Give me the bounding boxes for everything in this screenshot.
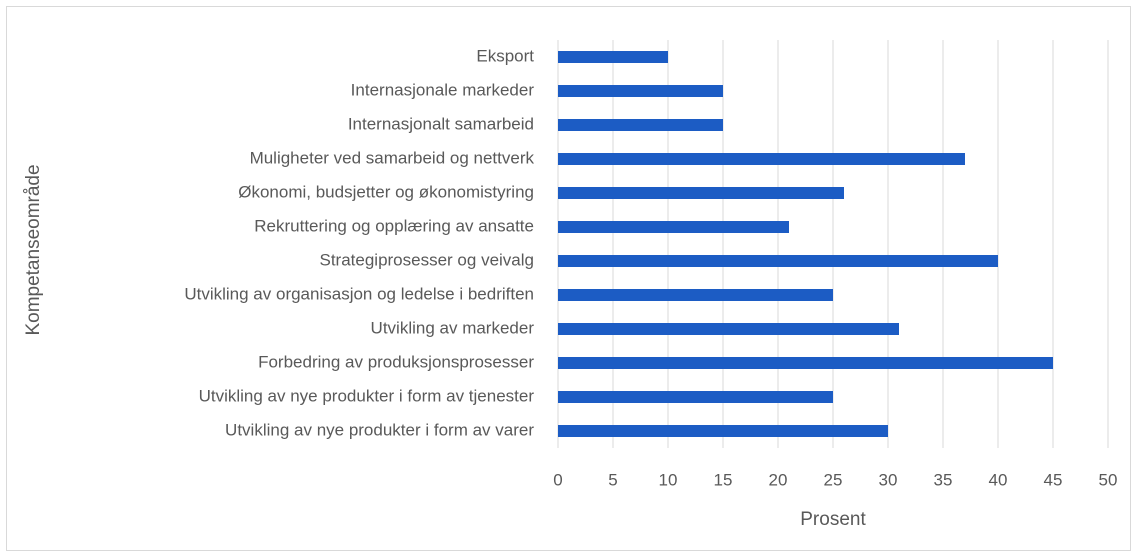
x-tick-label: 10 <box>659 470 678 489</box>
x-tick-label: 30 <box>879 470 898 489</box>
y-tick-label: Utvikling av nye produkter i form av tje… <box>199 386 535 405</box>
y-tick-label: Forbedring av produksjonsprosesser <box>258 352 534 371</box>
bar <box>558 255 998 267</box>
x-tick-label: 35 <box>934 470 953 489</box>
bar <box>558 357 1053 369</box>
y-tick-label: Utvikling av organisasjon og ledelse i b… <box>184 284 534 303</box>
y-tick-label: Økonomi, budsjetter og økonomistyring <box>238 182 534 201</box>
y-tick-label: Strategiprosesser og veivalg <box>319 250 534 269</box>
y-tick-label: Rekruttering og opplæring av ansatte <box>254 216 534 235</box>
x-tick-label: 20 <box>769 470 788 489</box>
bar <box>558 85 723 97</box>
y-tick-label: Eksport <box>476 46 534 65</box>
bar <box>558 323 899 335</box>
bar <box>558 51 668 63</box>
bar <box>558 119 723 131</box>
y-tick-label: Internasjonale markeder <box>351 80 535 99</box>
bar <box>558 153 965 165</box>
x-tick-label: 45 <box>1044 470 1063 489</box>
bar <box>558 391 833 403</box>
x-tick-label: 0 <box>553 470 562 489</box>
x-tick-label: 25 <box>824 470 843 489</box>
y-tick-label: Utvikling av nye produkter i form av var… <box>225 420 534 439</box>
bar <box>558 187 844 199</box>
y-tick-label: Muligheter ved samarbeid og nettverk <box>250 148 535 167</box>
x-tick-label: 5 <box>608 470 617 489</box>
x-axis-title: Prosent <box>800 509 866 530</box>
y-tick-label: Utvikling av markeder <box>371 318 535 337</box>
bar <box>558 425 888 437</box>
bar <box>558 221 789 233</box>
x-tick-label: 50 <box>1099 470 1118 489</box>
y-tick-label: Internasjonalt samarbeid <box>348 114 534 133</box>
x-tick-label: 15 <box>714 470 733 489</box>
y-axis-title: Kompetanseområde <box>23 164 44 335</box>
x-tick-label: 40 <box>989 470 1008 489</box>
bar <box>558 289 833 301</box>
